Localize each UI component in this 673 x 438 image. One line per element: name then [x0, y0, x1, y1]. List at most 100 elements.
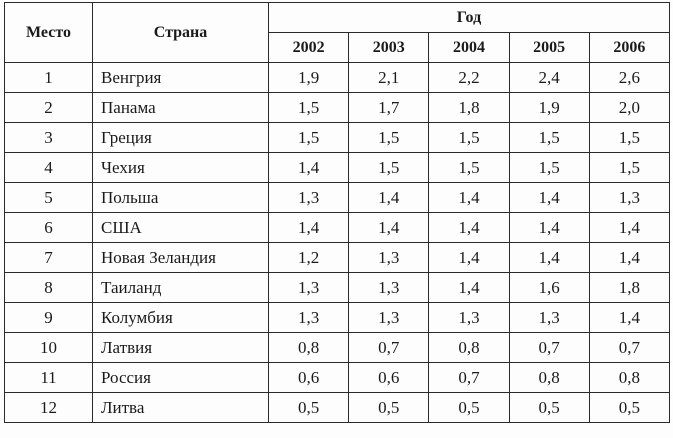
cell-country: Чехия: [92, 152, 269, 183]
cell-value: 1,8: [428, 92, 510, 123]
cell-place: 8: [4, 272, 93, 303]
cell-place: 5: [4, 182, 93, 213]
cell-value: 1,2: [267, 242, 350, 273]
cell-country: Литва: [92, 392, 269, 423]
table-row: 10 Латвия 0,8 0,7 0,8 0,7 0,7: [4, 332, 670, 363]
cell-value: 0,5: [267, 392, 350, 423]
table-row: 6 США 1,4 1,4 1,4 1,4 1,4: [4, 212, 670, 243]
cell-value: 1,9: [267, 62, 350, 93]
cell-value: 1,4: [428, 242, 510, 273]
cell-value: 1,4: [588, 242, 670, 273]
table-row: 9 Колумбия 1,3 1,3 1,3 1,3 1,4: [4, 302, 670, 333]
cell-value: 1,3: [267, 182, 350, 213]
header-year: 2003: [348, 32, 430, 63]
cell-value: 2,0: [588, 92, 670, 123]
cell-value: 1,3: [508, 302, 590, 333]
table-row: 11 Россия 0,6 0,6 0,7 0,8 0,8: [4, 362, 670, 393]
cell-value: 1,4: [348, 182, 430, 213]
cell-value: 0,8: [588, 362, 670, 393]
cell-value: 0,7: [428, 362, 510, 393]
header-row-top: Место Страна Год: [4, 2, 670, 63]
cell-country: США: [92, 212, 269, 243]
cell-value: 0,8: [508, 362, 590, 393]
header-year: 2004: [428, 32, 510, 63]
cell-country: Латвия: [92, 332, 269, 363]
table-row: 7 Новая Зеландия 1,2 1,3 1,4 1,4 1,4: [4, 242, 670, 273]
cell-value: 1,5: [267, 122, 350, 153]
cell-place: 12: [4, 392, 93, 423]
cell-value: 2,4: [508, 62, 590, 93]
cell-value: 1,3: [428, 302, 510, 333]
cell-country: Панама: [92, 92, 269, 123]
cell-country: Польша: [92, 182, 269, 213]
header-year: 2002: [267, 32, 350, 63]
cell-value: 1,8: [588, 272, 670, 303]
cell-country: Россия: [92, 362, 269, 393]
cell-value: 1,4: [267, 212, 350, 243]
cell-place: 9: [4, 302, 93, 333]
cell-value: 1,5: [428, 122, 510, 153]
cell-value: 1,9: [508, 92, 590, 123]
table-row: 1 Венгрия 1,9 2,1 2,2 2,4 2,6: [4, 62, 670, 93]
cell-value: 1,4: [428, 182, 510, 213]
table-row: 8 Таиланд 1,3 1,3 1,4 1,6 1,8: [4, 272, 670, 303]
cell-value: 1,4: [508, 182, 590, 213]
table-row: 12 Литва 0,5 0,5 0,5 0,5 0,5: [4, 392, 670, 423]
cell-value: 1,3: [348, 302, 430, 333]
cell-value: 0,8: [267, 332, 350, 363]
cell-value: 0,7: [508, 332, 590, 363]
table-row: 5 Польша 1,3 1,4 1,4 1,4 1,3: [4, 182, 670, 213]
cell-place: 3: [4, 122, 93, 153]
cell-value: 2,6: [588, 62, 670, 93]
cell-value: 1,6: [508, 272, 590, 303]
cell-value: 1,5: [588, 122, 670, 153]
cell-value: 1,5: [428, 152, 510, 183]
cell-country: Венгрия: [92, 62, 269, 93]
cell-value: 1,5: [267, 92, 350, 123]
cell-country: Новая Зеландия: [92, 242, 269, 273]
cell-place: 7: [4, 242, 93, 273]
header-place: Место: [4, 2, 93, 63]
cell-value: 1,4: [267, 152, 350, 183]
cell-value: 0,7: [588, 332, 670, 363]
cell-value: 1,4: [588, 302, 670, 333]
cell-value: 1,4: [348, 212, 430, 243]
cell-value: 1,3: [348, 272, 430, 303]
header-country: Страна: [92, 2, 269, 63]
cell-country: Греция: [92, 122, 269, 153]
cell-value: 0,6: [348, 362, 430, 393]
cell-value: 0,5: [588, 392, 670, 423]
cell-value: 1,7: [348, 92, 430, 123]
header-year: 2006: [588, 32, 670, 63]
cell-place: 11: [4, 362, 93, 393]
cell-value: 1,5: [508, 152, 590, 183]
cell-value: 1,5: [508, 122, 590, 153]
cell-country: Колумбия: [92, 302, 269, 333]
table-row: 2 Панама 1,5 1,7 1,8 1,9 2,0: [4, 92, 670, 123]
cell-value: 1,4: [428, 272, 510, 303]
cell-value: 1,3: [267, 302, 350, 333]
cell-value: 0,5: [428, 392, 510, 423]
cell-place: 2: [4, 92, 93, 123]
cell-value: 0,5: [508, 392, 590, 423]
cell-value: 0,7: [348, 332, 430, 363]
cell-value: 2,1: [348, 62, 430, 93]
cell-value: 0,8: [428, 332, 510, 363]
header-year: 2005: [508, 32, 590, 63]
cell-value: 2,2: [428, 62, 510, 93]
ranking-table: Место Страна Год 2002 2003 2004 2005 200…: [4, 2, 670, 423]
cell-country: Таиланд: [92, 272, 269, 303]
cell-place: 10: [4, 332, 93, 363]
cell-place: 1: [4, 62, 93, 93]
cell-place: 6: [4, 212, 93, 243]
table-row: 4 Чехия 1,4 1,5 1,5 1,5 1,5: [4, 152, 670, 183]
header-row-years: 2002 2003 2004 2005 2006: [5, 32, 670, 63]
cell-value: 1,5: [348, 152, 430, 183]
table-row: 3 Греция 1,5 1,5 1,5 1,5 1,5: [4, 122, 670, 153]
cell-value: 1,4: [508, 212, 590, 243]
cell-value: 1,4: [428, 212, 510, 243]
cell-place: 4: [4, 152, 93, 183]
cell-value: 1,5: [588, 152, 670, 183]
table-body: 1 Венгрия 1,9 2,1 2,2 2,4 2,6 2 Панама 1,5 1,7 1,8 1…: [4, 62, 670, 423]
